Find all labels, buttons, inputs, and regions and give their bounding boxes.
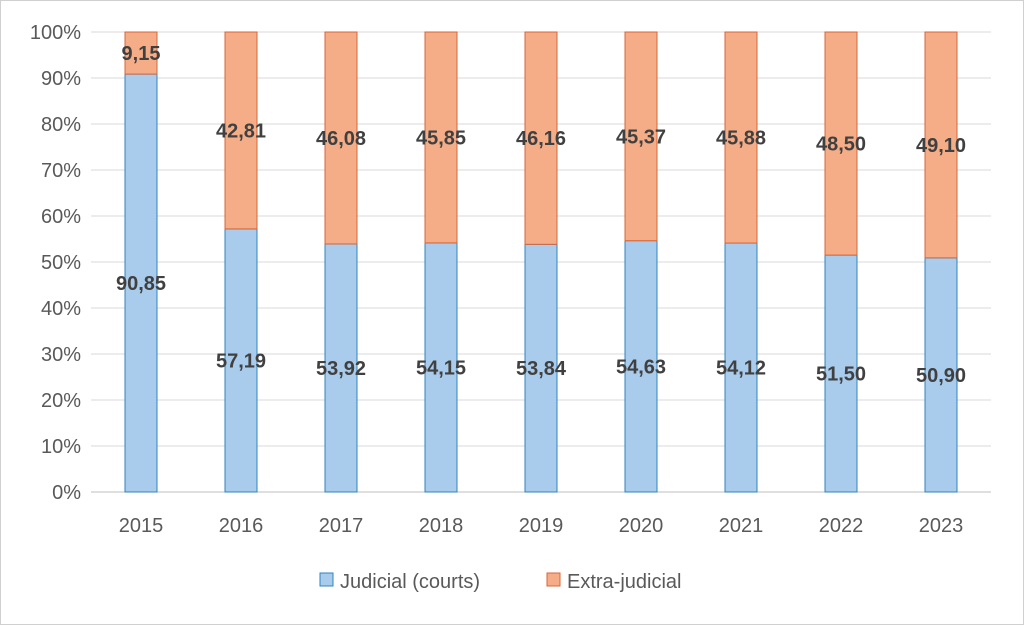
bar-judicial [624,240,658,493]
data-label-extra-judicial: 9,15 [122,43,161,65]
data-label-judicial: 54,63 [616,356,666,378]
data-label-extra-judicial: 49,10 [916,135,966,157]
bar-extra-judicial [424,31,458,244]
bar-extra-judicial [724,31,758,244]
data-label-extra-judicial: 45,88 [716,128,766,150]
bar-extra-judicial [124,31,158,75]
y-tick-label: 60% [41,206,81,228]
x-tick-label: 2017 [319,515,364,537]
y-tick-label: 100% [30,22,81,44]
x-tick-label: 2021 [719,515,764,537]
data-label-judicial: 57,19 [216,350,266,372]
data-label-extra-judicial: 48,50 [816,134,866,156]
x-tick-label: 2016 [219,515,264,537]
data-label-extra-judicial: 46,08 [316,128,366,150]
y-tick-label: 50% [41,252,81,274]
bar-extra-judicial [524,31,558,245]
data-label-extra-judicial: 42,81 [216,120,266,142]
y-tick-label: 20% [41,390,81,412]
legend-swatch [319,572,334,587]
bar-judicial [824,254,858,493]
legend-label: Judicial (courts) [340,571,480,593]
x-tick-label: 2020 [619,515,664,537]
x-tick-label: 2019 [519,515,564,537]
data-label-judicial: 53,84 [516,358,567,380]
bar-judicial [124,73,158,493]
y-tick-label: 30% [41,344,81,366]
legend-label: Extra-judicial [567,571,681,593]
y-tick-label: 80% [41,114,81,136]
bar-judicial [224,228,258,493]
data-label-extra-judicial: 46,16 [516,128,566,150]
bar-extra-judicial [924,31,958,259]
data-label-extra-judicial: 45,37 [616,126,666,148]
y-tick-label: 70% [41,160,81,182]
data-label-judicial: 53,92 [316,358,366,380]
bar-extra-judicial [824,31,858,256]
bar-judicial [524,243,558,493]
data-label-judicial: 54,12 [716,358,766,380]
bar-extra-judicial [624,31,658,242]
y-tick-label: 90% [41,68,81,90]
bar-extra-judicial [224,31,258,230]
data-label-judicial: 54,15 [416,357,466,379]
x-tick-label: 2023 [919,515,964,537]
legend-swatch [546,572,561,587]
x-tick-label: 2015 [119,515,164,537]
bar-extra-judicial [324,31,358,245]
x-tick-label: 2018 [419,515,464,537]
x-tick-label: 2022 [819,515,864,537]
y-tick-label: 0% [52,482,81,504]
bar-judicial [924,257,958,493]
data-label-judicial: 50,90 [916,365,966,387]
data-label-judicial: 90,85 [116,273,166,295]
y-tick-label: 10% [41,436,81,458]
data-label-extra-judicial: 45,85 [416,127,466,149]
data-label-judicial: 51,50 [816,364,866,386]
y-tick-label: 40% [41,298,81,320]
